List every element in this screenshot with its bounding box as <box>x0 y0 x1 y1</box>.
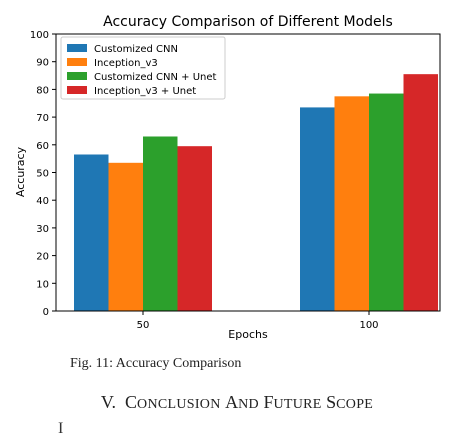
cut-off-body-text: I <box>58 420 64 437</box>
bar <box>143 136 178 311</box>
y-tick-label: 60 <box>36 141 49 152</box>
chart-title: Accuracy Comparison of Different Models <box>103 14 393 30</box>
legend-label: Inception_v3 <box>94 58 158 69</box>
legend-swatch <box>67 58 87 66</box>
bar <box>369 93 404 312</box>
legend-swatch <box>67 72 87 80</box>
x-tick-label: 100 <box>359 320 378 331</box>
legend-label: Inception_v3 + Unet <box>94 86 196 97</box>
bar <box>403 74 438 311</box>
x-tick-label: 50 <box>137 320 150 331</box>
y-tick-label: 100 <box>30 30 49 41</box>
plot-frame <box>55 33 441 312</box>
figure-caption: Fig. 11: Accuracy Comparison <box>70 356 242 371</box>
heading-word-1-initial: C <box>125 392 138 412</box>
bar-chart: Accuracy Comparison of Different Models … <box>14 14 441 341</box>
legend: Customized CNN Inception_v3 Customized CNN… <box>60 36 226 100</box>
legend-swatch <box>67 86 87 94</box>
heading-word-3-initial: F <box>263 392 274 412</box>
legend-label: Customized CNN + Unet <box>94 72 217 83</box>
y-axis-label: Accuracy <box>14 146 27 197</box>
heading-word-4-initial: S <box>326 392 337 412</box>
section-numeral: V. <box>100 392 117 412</box>
bar <box>177 146 212 311</box>
y-tick-label: 90 <box>36 58 49 69</box>
x-axis-label: Epochs <box>228 328 268 341</box>
heading-word-2-initial: A <box>225 392 239 412</box>
bar <box>74 154 109 311</box>
bar <box>300 107 335 311</box>
y-tick-label: 50 <box>36 169 49 180</box>
y-tick-label: 20 <box>36 252 49 263</box>
y-tick-label: 70 <box>36 113 49 124</box>
heading-word-4-rest: COPE <box>336 397 374 412</box>
y-tick-label: 10 <box>36 279 49 290</box>
heading-word-3-rest: UTURE <box>273 397 322 412</box>
bar <box>334 96 369 311</box>
legend-label: Customized CNN <box>94 44 178 55</box>
legend-swatch <box>67 44 87 52</box>
y-tick-label: 0 <box>43 307 49 318</box>
chart-svg: Accuracy Comparison of Different Models … <box>14 14 441 341</box>
heading-word-2-rest: ND <box>238 397 259 412</box>
section-heading: V. CONCLUSION AND FUTURE SCOPE <box>0 392 474 413</box>
legend-box <box>60 36 226 100</box>
y-tick-label: 80 <box>36 85 49 96</box>
y-tick-label: 40 <box>36 196 49 207</box>
heading-word-1-rest: ONCLUSION <box>137 397 221 412</box>
y-tick-label: 30 <box>36 224 49 235</box>
bar <box>108 162 143 311</box>
